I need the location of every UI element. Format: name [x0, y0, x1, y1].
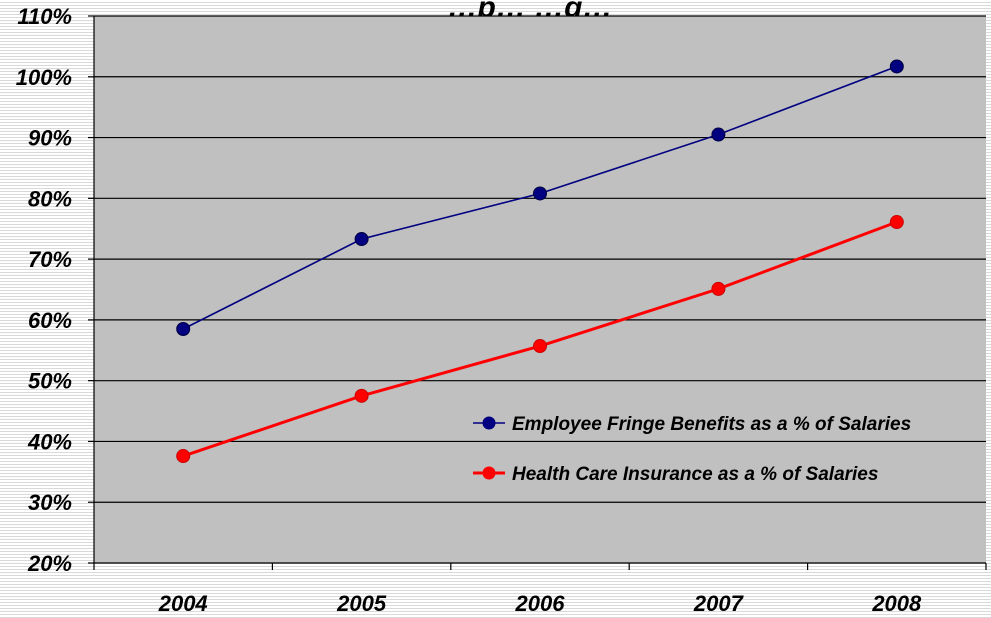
- legend-item-1: Health Care Insurance as a % of Salaries: [473, 464, 878, 485]
- legend-label: Health Care Insurance as a % of Salaries: [512, 464, 878, 485]
- plot-area: [94, 16, 986, 563]
- legend: Employee Fringe Benefits as a % of Salar…: [473, 414, 911, 485]
- x-tick-label: 2005: [336, 591, 387, 616]
- y-tick-label: 20%: [27, 551, 72, 576]
- series: [176, 59, 904, 464]
- y-tick-label: 90%: [28, 126, 72, 151]
- y-tick-label: 50%: [28, 369, 72, 394]
- data-point: [354, 232, 369, 247]
- data-point: [711, 127, 726, 142]
- y-tick-label: 40%: [27, 429, 72, 454]
- series-0: [176, 59, 904, 337]
- data-point: [533, 339, 547, 354]
- x-tick-label: 2006: [515, 591, 566, 616]
- x-tick-label: 2007: [693, 591, 745, 616]
- y-tick-label: 110%: [17, 4, 72, 29]
- x-tick-label: 2004: [158, 591, 208, 616]
- legend-swatch-marker: [482, 416, 496, 430]
- y-tick-label: 60%: [28, 308, 72, 333]
- data-point: [354, 388, 369, 403]
- data-point: [889, 215, 904, 230]
- x-tick-label: 2008: [871, 591, 922, 616]
- x-axis-tick-labels: 2004 2005 2006 2007 2008: [158, 591, 922, 616]
- data-point: [176, 322, 191, 337]
- y-tick-label: 30%: [28, 490, 72, 515]
- legend-label: Employee Fringe Benefits as a % of Salar…: [512, 414, 911, 435]
- axes: [88, 15, 987, 570]
- y-tick-label: 80%: [28, 186, 72, 211]
- data-point: [711, 281, 726, 296]
- legend-item-0: Employee Fringe Benefits as a % of Salar…: [473, 414, 911, 435]
- legend-swatch-marker: [482, 466, 496, 480]
- y-tick-label: 70%: [28, 247, 72, 272]
- data-point: [889, 59, 904, 74]
- series-1: [176, 215, 904, 464]
- y-tick-label: 100%: [16, 65, 72, 90]
- y-axis-tick-labels: 20% 30% 40% 50% 60% 70% 80% 90% 100% 110%: [16, 4, 72, 576]
- data-point: [533, 186, 547, 201]
- gridlines: [94, 15, 986, 503]
- data-point: [176, 449, 191, 464]
